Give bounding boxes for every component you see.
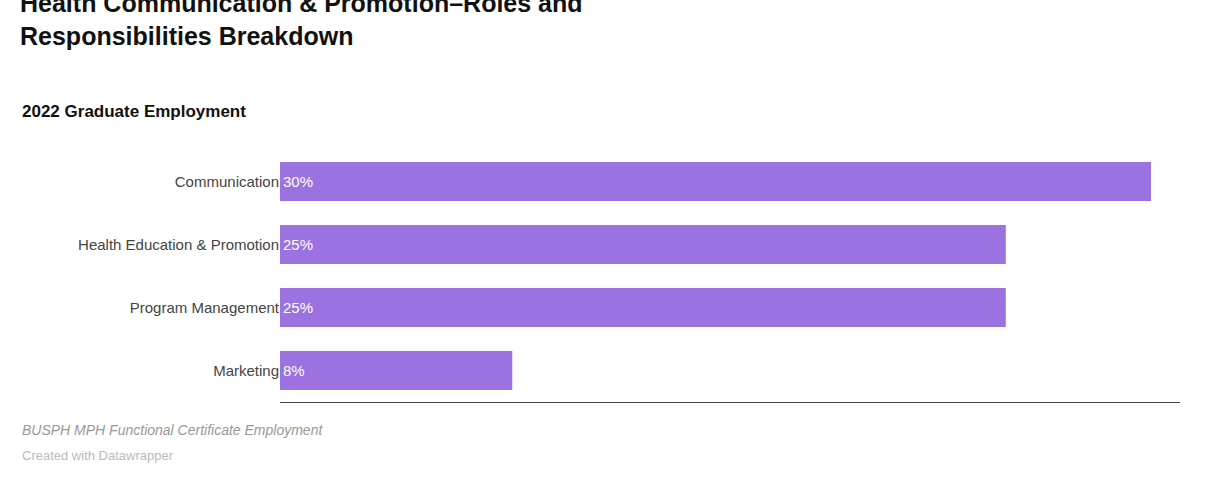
svg-text:Program Management: Program Management [130, 299, 280, 316]
svg-text:Communication: Communication [175, 173, 279, 190]
svg-text:30%: 30% [283, 173, 313, 190]
svg-text:Marketing: Marketing [213, 362, 279, 379]
svg-text:Health Communication & Promoti: Health Communication & Promotion–Roles a… [20, 0, 583, 50]
svg-text:Health Education & Promotion: Health Education & Promotion [78, 236, 279, 253]
svg-text:8%: 8% [283, 362, 305, 379]
svg-text:25%: 25% [283, 299, 313, 316]
svg-text:25%: 25% [283, 236, 313, 253]
svg-text:Created with Datawrapper: Created with Datawrapper [22, 448, 174, 463]
svg-text:2022 Graduate Employment: 2022 Graduate Employment [22, 102, 246, 121]
svg-text:BUSPH MPH Functional Certifica: BUSPH MPH Functional Certificate Employm… [22, 422, 323, 438]
